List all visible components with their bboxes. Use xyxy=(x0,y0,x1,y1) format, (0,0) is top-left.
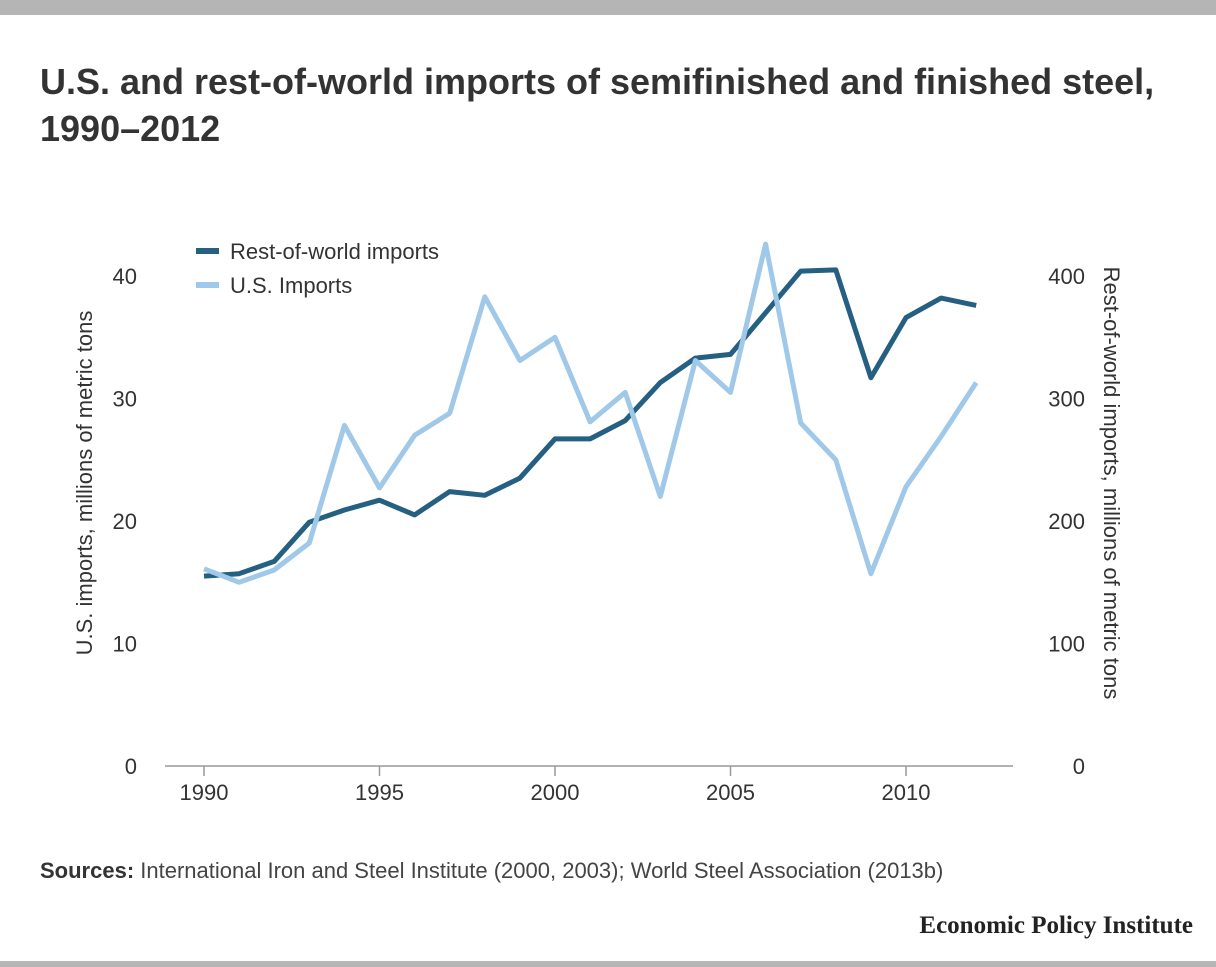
legend-label: U.S. Imports xyxy=(230,273,352,298)
x-tick-label: 1990 xyxy=(180,780,229,805)
series-line-rest-of-world xyxy=(203,267,977,579)
sources-note: Sources: International Iron and Steel In… xyxy=(40,858,943,884)
x-tick-label: 2005 xyxy=(706,780,755,805)
y-left-tick-label: 10 xyxy=(113,632,137,657)
top-border xyxy=(0,0,1216,15)
y-left-tick-label: 30 xyxy=(113,387,137,412)
y-left-tick-label: 40 xyxy=(113,264,137,289)
bottom-border xyxy=(0,961,1216,967)
chart-title: U.S. and rest-of-world imports of semifi… xyxy=(40,61,1155,149)
sources-label: Sources: xyxy=(40,858,135,883)
y-left-tick-label: 20 xyxy=(113,509,137,534)
x-tick-label: 1995 xyxy=(355,780,404,805)
series-line-us-imports xyxy=(203,241,979,585)
legend-label: Rest-of-world imports xyxy=(230,239,439,264)
x-tick-label: 2010 xyxy=(882,780,931,805)
y-right-tick-label: 200 xyxy=(1048,509,1085,534)
y-right-tick-label: 100 xyxy=(1048,632,1085,657)
brand-logo: Economic Policy Institute xyxy=(919,912,1193,939)
sources-text: International Iron and Steel Institute (… xyxy=(134,858,944,883)
y-right-tick-label: 0 xyxy=(1073,754,1085,779)
y-right-axis-label: Rest-of-world imports, millions of metri… xyxy=(1099,267,1124,700)
y-right-tick-label: 400 xyxy=(1048,264,1085,289)
x-tick-label: 2000 xyxy=(531,780,580,805)
y-right-tick-label: 300 xyxy=(1048,387,1085,412)
y-left-tick-label: 0 xyxy=(125,754,137,779)
y-left-axis-label: U.S. imports, millions of metric tons xyxy=(72,311,97,656)
